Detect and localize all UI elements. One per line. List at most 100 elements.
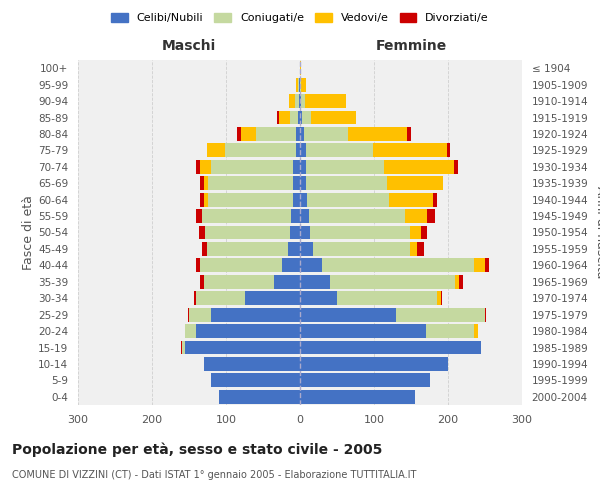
Bar (208, 192, 293, 206)
Bar (181, 340, 182, 354)
Text: Maschi: Maschi (162, 39, 216, 53)
Bar (277, 110, 279, 124)
Bar (298, 110, 300, 124)
Bar (296, 144, 300, 158)
Bar (205, 226, 290, 239)
Bar (300, 258, 322, 272)
Bar (383, 160, 454, 174)
Bar (207, 242, 288, 256)
Bar (182, 340, 185, 354)
Bar (301, 94, 305, 108)
Bar (194, 291, 196, 305)
Bar (296, 127, 300, 141)
Bar (196, 209, 202, 223)
Bar (437, 291, 440, 305)
Bar (204, 275, 274, 289)
Bar (310, 226, 410, 239)
Bar (241, 127, 256, 141)
Y-axis label: Anni di nascita: Anni di nascita (594, 186, 600, 279)
Bar (204, 357, 300, 371)
Bar (300, 61, 301, 75)
Bar (300, 127, 304, 141)
Bar (485, 258, 488, 272)
Bar (274, 275, 300, 289)
Bar (410, 242, 417, 256)
Bar (204, 192, 208, 206)
Bar (329, 275, 455, 289)
Bar (288, 242, 300, 256)
Bar (298, 78, 299, 92)
Bar (300, 209, 309, 223)
Bar (313, 242, 410, 256)
Bar (196, 258, 200, 272)
Bar (446, 144, 450, 158)
Bar (196, 160, 200, 174)
Bar (300, 176, 306, 190)
Bar (300, 226, 310, 239)
Bar (300, 324, 426, 338)
Bar (427, 209, 434, 223)
Bar (421, 226, 427, 239)
Bar (459, 275, 463, 289)
Bar (218, 390, 300, 404)
Bar (299, 94, 300, 108)
Bar (300, 340, 481, 354)
Bar (281, 258, 300, 272)
Bar (211, 374, 300, 388)
Bar (300, 390, 415, 404)
Bar (289, 94, 295, 108)
Bar (185, 324, 196, 338)
Bar (309, 209, 405, 223)
Bar (417, 242, 424, 256)
Bar (300, 160, 306, 174)
Bar (305, 94, 346, 108)
Bar (426, 324, 474, 338)
Bar (200, 192, 204, 206)
Bar (405, 209, 427, 223)
Bar (299, 78, 300, 92)
Bar (300, 357, 448, 371)
Bar (300, 144, 306, 158)
Bar (196, 324, 300, 338)
Bar (396, 308, 485, 322)
Bar (300, 275, 329, 289)
Bar (200, 275, 204, 289)
Bar (337, 291, 437, 305)
Bar (200, 258, 281, 272)
Bar (300, 291, 337, 305)
Bar (301, 78, 306, 92)
Bar (306, 144, 373, 158)
Bar (296, 78, 298, 92)
Bar (455, 275, 459, 289)
Bar (454, 160, 458, 174)
Bar (440, 291, 442, 305)
Bar (237, 127, 241, 141)
Bar (290, 226, 300, 239)
Bar (306, 160, 383, 174)
Bar (304, 127, 348, 141)
Bar (245, 291, 300, 305)
Bar (485, 308, 487, 322)
Legend: Celibi/Nubili, Coniugati/e, Vedovi/e, Divorziati/e: Celibi/Nubili, Coniugati/e, Vedovi/e, Di… (107, 8, 493, 28)
Bar (300, 94, 301, 108)
Bar (185, 340, 300, 354)
Text: Popolazione per età, sesso e stato civile - 2005: Popolazione per età, sesso e stato civil… (12, 442, 382, 457)
Bar (295, 94, 299, 108)
Bar (200, 160, 211, 174)
Bar (433, 192, 437, 206)
Bar (407, 127, 411, 141)
Bar (207, 144, 225, 158)
Text: Femmine: Femmine (376, 39, 446, 53)
Bar (311, 110, 355, 124)
Bar (373, 144, 446, 158)
Bar (306, 176, 388, 190)
Bar (300, 110, 302, 124)
Bar (348, 127, 407, 141)
Bar (256, 127, 296, 141)
Bar (300, 374, 430, 388)
Bar (200, 176, 204, 190)
Y-axis label: Fasce di età: Fasce di età (22, 195, 35, 270)
Bar (189, 308, 211, 322)
Bar (202, 209, 291, 223)
Bar (291, 209, 300, 223)
